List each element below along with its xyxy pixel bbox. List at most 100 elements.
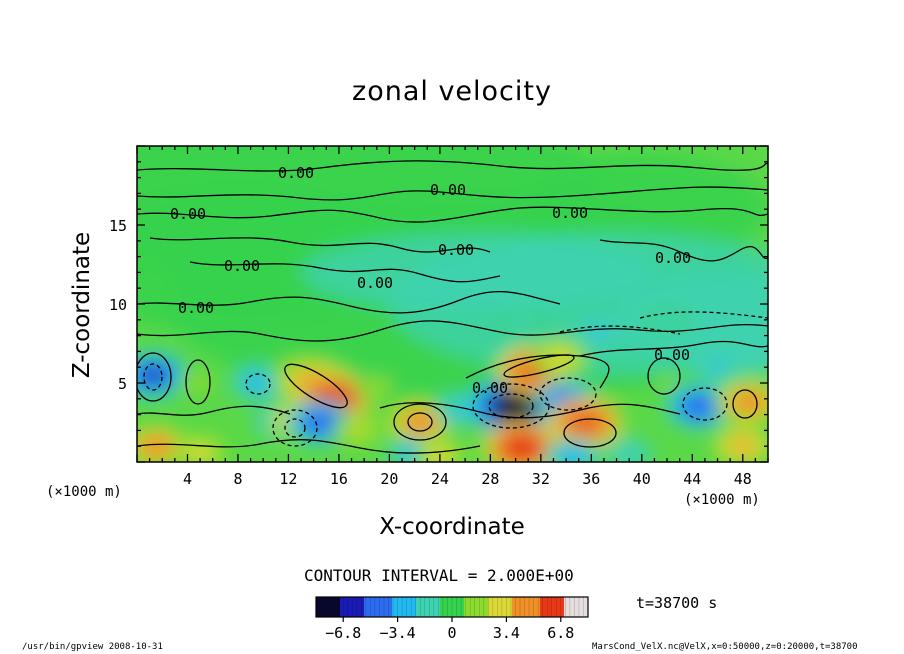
contour-line bbox=[579, 340, 768, 357]
colorbar-swatch bbox=[572, 597, 577, 617]
colorbar-swatch bbox=[420, 597, 425, 617]
contour-label: 0.00 bbox=[278, 164, 314, 182]
field-feature bbox=[660, 378, 674, 388]
contour-label: 0.00 bbox=[654, 346, 690, 364]
field-feature bbox=[550, 351, 570, 365]
x-tick-label: 28 bbox=[481, 470, 499, 488]
contour-label: 0.00 bbox=[224, 257, 260, 275]
colorbar-swatch bbox=[500, 597, 505, 617]
time-label: t=38700 s bbox=[636, 594, 718, 612]
colorbar-swatch bbox=[512, 597, 517, 617]
chart-title: zonal velocity bbox=[352, 76, 552, 107]
colorbar-swatch bbox=[520, 597, 525, 617]
colorbar-swatch bbox=[528, 597, 533, 617]
field-feature bbox=[737, 394, 761, 410]
y-axis-label: Z-coordinate bbox=[69, 231, 95, 379]
contour-ring bbox=[563, 418, 617, 448]
x-tick-label: 40 bbox=[633, 470, 651, 488]
contour-ring bbox=[488, 393, 534, 419]
colorbar-swatch bbox=[368, 597, 373, 617]
colorbar-swatch bbox=[540, 597, 545, 617]
colorbar-swatch bbox=[480, 597, 485, 617]
contour-line bbox=[559, 325, 681, 335]
colorbar-swatch bbox=[568, 597, 573, 617]
colorbar-swatch bbox=[424, 597, 429, 617]
contour-label: 0.00 bbox=[170, 205, 206, 223]
y-tick-label: 10 bbox=[109, 296, 127, 314]
colorbar-tick-label: −3.4 bbox=[380, 624, 416, 642]
field-feature bbox=[687, 399, 710, 415]
field-feature bbox=[369, 383, 384, 393]
contour-label: 0.00 bbox=[357, 274, 393, 292]
colorbar-swatch bbox=[516, 597, 521, 617]
contour-ring bbox=[245, 373, 271, 395]
colorbar-swatch bbox=[524, 597, 529, 617]
colorbar-swatch bbox=[472, 597, 477, 617]
field-feature bbox=[508, 438, 536, 457]
field-patch bbox=[301, 232, 655, 312]
colorbar-swatch bbox=[436, 597, 441, 617]
colorbar-swatch bbox=[556, 597, 561, 617]
contour-line bbox=[137, 160, 768, 172]
colorbar-swatch bbox=[356, 597, 361, 617]
field-feature bbox=[572, 413, 598, 432]
contour-interval-label: CONTOUR INTERVAL = 2.000E+00 bbox=[304, 566, 574, 585]
field-feature bbox=[621, 448, 637, 460]
field-feature bbox=[500, 396, 531, 417]
colorbar-tick-label: 6.8 bbox=[547, 624, 574, 642]
contour-ring bbox=[647, 357, 681, 395]
x-tick-label: 4 bbox=[183, 470, 192, 488]
colorbar-swatch bbox=[392, 597, 397, 617]
contour-line bbox=[137, 438, 481, 454]
contour-line bbox=[137, 290, 561, 314]
colorbar-tick-label: 3.4 bbox=[493, 624, 520, 642]
colorbar-swatch bbox=[348, 597, 353, 617]
colorbar-tick-label: −6.8 bbox=[325, 624, 361, 642]
contour-label: 0.00 bbox=[430, 181, 466, 199]
colorbar-swatch bbox=[448, 597, 453, 617]
contour-label: 0.00 bbox=[472, 379, 508, 397]
contour-ring bbox=[539, 377, 597, 411]
contour-line bbox=[149, 237, 491, 253]
field-feature bbox=[747, 354, 763, 365]
field-feature bbox=[450, 404, 468, 416]
contour-line bbox=[137, 405, 291, 416]
colorbar-swatch bbox=[544, 597, 549, 617]
colorbar-swatch bbox=[492, 597, 497, 617]
field-feature bbox=[248, 377, 266, 389]
colorbar-swatch bbox=[336, 597, 341, 617]
x-tick-label: 12 bbox=[279, 470, 297, 488]
contour-ring bbox=[137, 352, 172, 402]
x-tick-label: 8 bbox=[233, 470, 242, 488]
contour-ring bbox=[393, 403, 447, 441]
x-axis-label: X-coordinate bbox=[379, 514, 525, 540]
colorbar-swatch bbox=[352, 597, 357, 617]
contour-lines bbox=[137, 160, 768, 454]
contour-label: 0.00 bbox=[655, 249, 691, 267]
colorbar-swatch bbox=[332, 597, 337, 617]
contour-line bbox=[137, 186, 768, 201]
x-tick-label: 24 bbox=[431, 470, 449, 488]
contour-ring bbox=[732, 389, 758, 419]
field-patch bbox=[616, 272, 768, 368]
contour-ring bbox=[407, 412, 433, 432]
x-axis-unit-right: (×1000 m) bbox=[684, 492, 760, 508]
colorbar-swatch bbox=[344, 597, 349, 617]
colorbar-swatch bbox=[388, 597, 393, 617]
colorbar-swatch bbox=[400, 597, 405, 617]
field-feature bbox=[562, 450, 582, 462]
colorbar-swatch bbox=[408, 597, 413, 617]
x-tick-label: 32 bbox=[532, 470, 550, 488]
x-tick-label: 20 bbox=[380, 470, 398, 488]
colorbar-swatch bbox=[372, 597, 377, 617]
contour-ring bbox=[284, 363, 348, 409]
colorbar-swatch bbox=[404, 597, 409, 617]
colorbar-swatch bbox=[432, 597, 437, 617]
colorbar-tick-label: 0 bbox=[447, 624, 456, 642]
colorbar-swatch bbox=[504, 597, 509, 617]
field-feature bbox=[190, 378, 205, 388]
field-feature bbox=[408, 414, 431, 431]
footer-program-date: /usr/bin/gpview 2008-10-31 bbox=[22, 642, 163, 652]
colorbar-swatch bbox=[444, 597, 449, 617]
contour-label: 0.00 bbox=[178, 299, 214, 317]
